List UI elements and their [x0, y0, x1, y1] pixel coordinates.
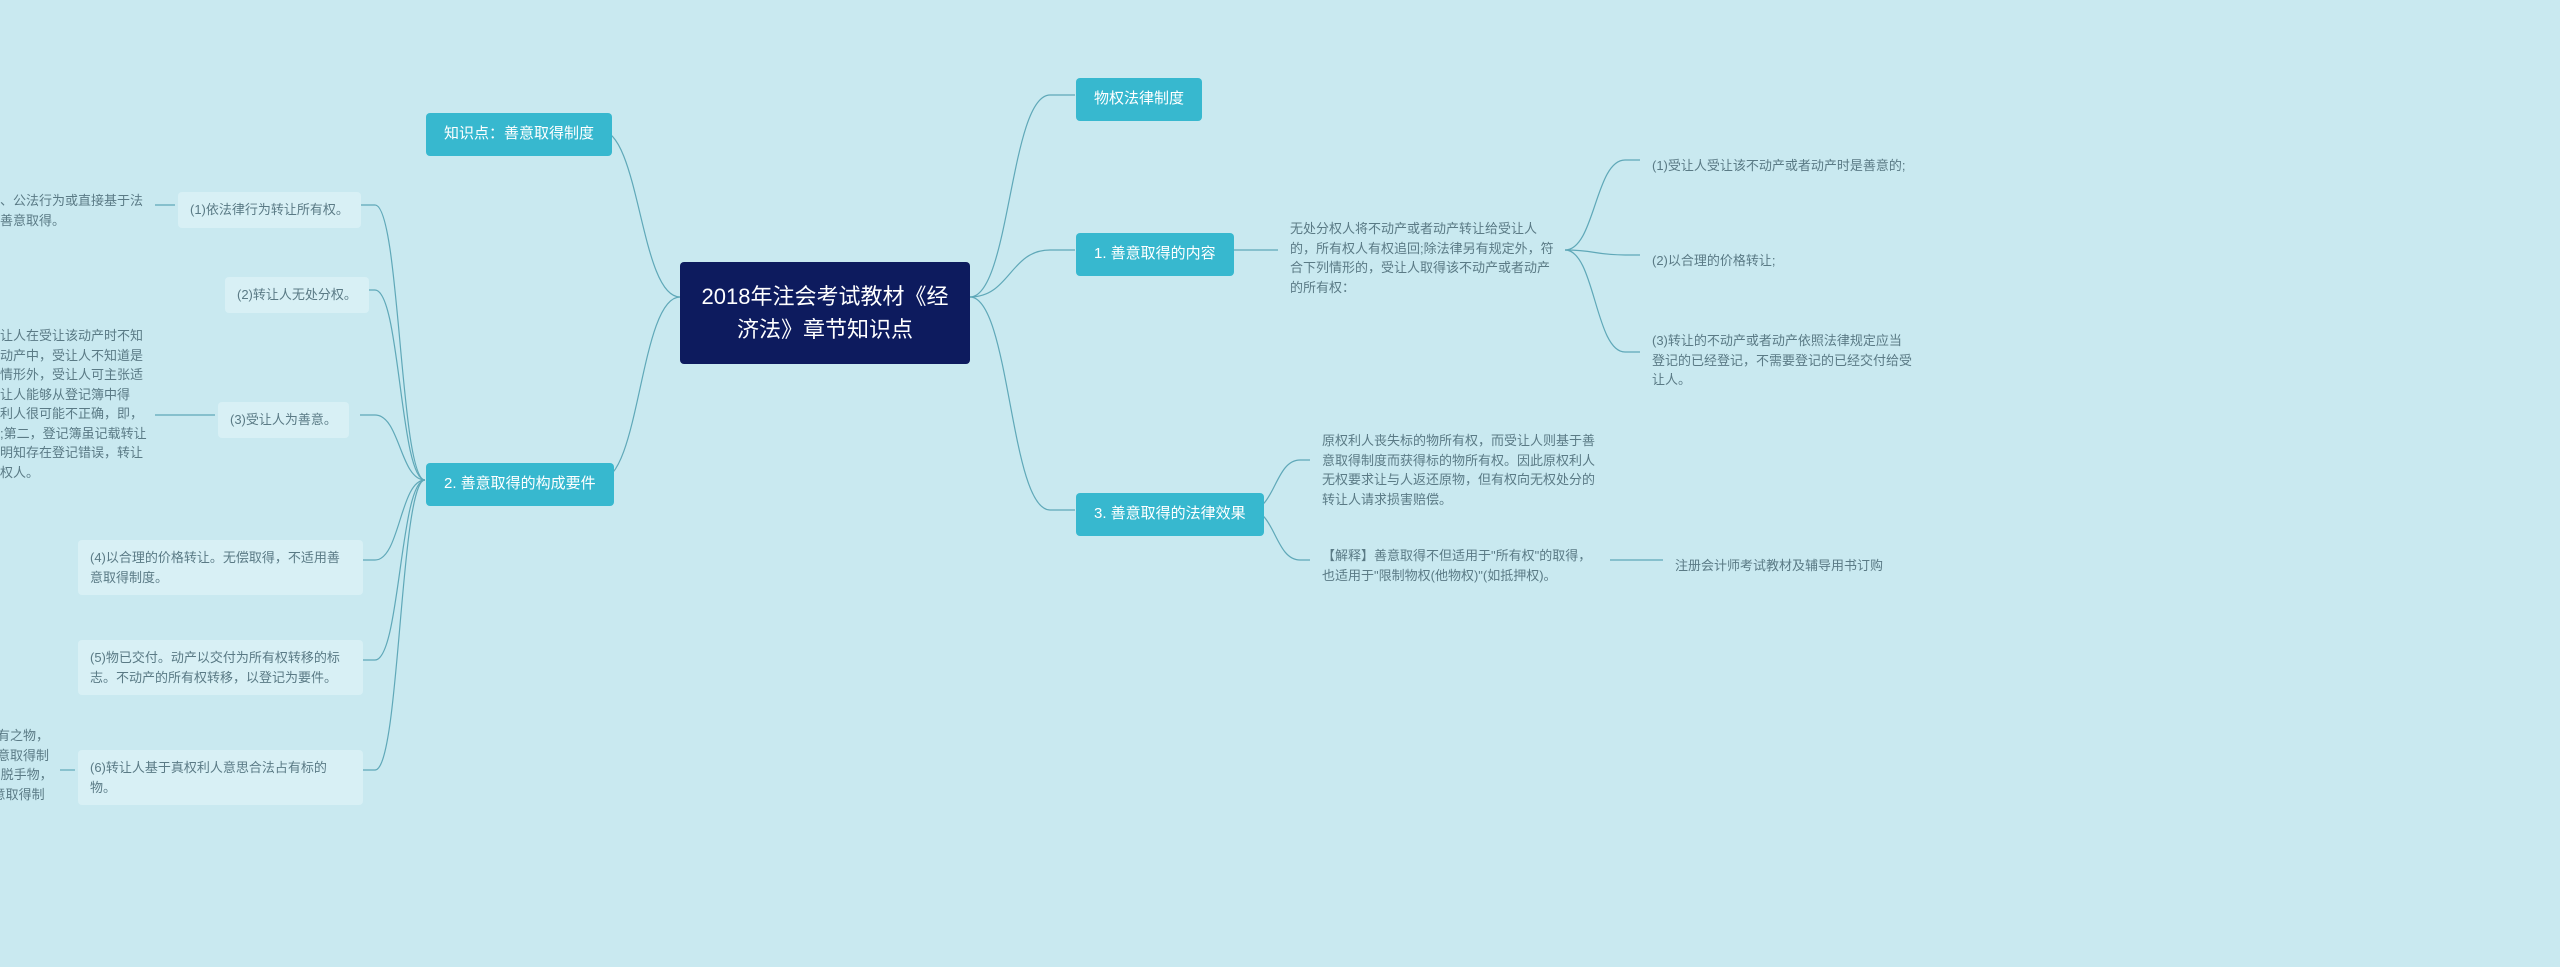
left-topic2: 2. 善意取得的构成要件: [426, 463, 614, 506]
left-topic1: 知识点：善意取得制度: [426, 113, 612, 156]
left-explain-3: 【解释】①基于真权利人意思而合法占有之物，称委托物，如保管物、承租物，适用善意取…: [0, 720, 66, 830]
right-topic2: 1. 善意取得的内容: [1076, 233, 1234, 276]
right-topic3-item2: 【解释】善意取得不但适用于"所有权"的取得，也适用于"限制物权(他物权)"(如抵…: [1312, 540, 1612, 591]
left-item-6: (6)转让人基于真权利人意思合法占有标的物。: [78, 750, 363, 805]
right-finalnote: 注册会计师考试教材及辅导用书订购: [1665, 550, 1905, 582]
left-item-3: (3)受让人为善意。: [218, 402, 349, 438]
right-topic3: 3. 善意取得的法律效果: [1076, 493, 1264, 536]
root-node: 2018年注会考试教材《经济法》章节知识点: [680, 262, 970, 364]
right-item-3: (3)转让的不动产或者动产依照法律规定应当登记的已经登记，不需要登记的已经交付给…: [1642, 325, 1922, 396]
right-item-2: (2)以合理的价格转让;: [1642, 245, 1922, 277]
left-explain-2: 【解释】①动产中，受让人在受让该动产时不知道且不应当知道。②不动产中，受让人不知…: [0, 320, 160, 488]
right-topic2-desc: 无处分权人将不动产或者动产转让给受让人的，所有权人有权追回;除法律另有规定外，符…: [1280, 213, 1570, 303]
right-topic3-item1: 原权利人丧失标的物所有权，而受让人则基于善意取得制度而获得标的物所有权。因此原权…: [1312, 425, 1612, 515]
left-item-2: (2)转让人无处分权。: [225, 277, 369, 313]
left-explain-1: 【解释】基于事实行为、公法行为或直接基于法律规定而变动，不存在善意取得。: [0, 185, 160, 236]
left-item-5: (5)物已交付。动产以交付为所有权转移的标志。不动产的所有权转移，以登记为要件。: [78, 640, 363, 695]
left-item-1: (1)依法律行为转让所有权。: [178, 192, 361, 228]
right-topic1: 物权法律制度: [1076, 78, 1202, 121]
left-item-4: (4)以合理的价格转让。无偿取得，不适用善意取得制度。: [78, 540, 363, 595]
right-item-1: (1)受让人受让该不动产或者动产时是善意的;: [1642, 150, 1922, 182]
